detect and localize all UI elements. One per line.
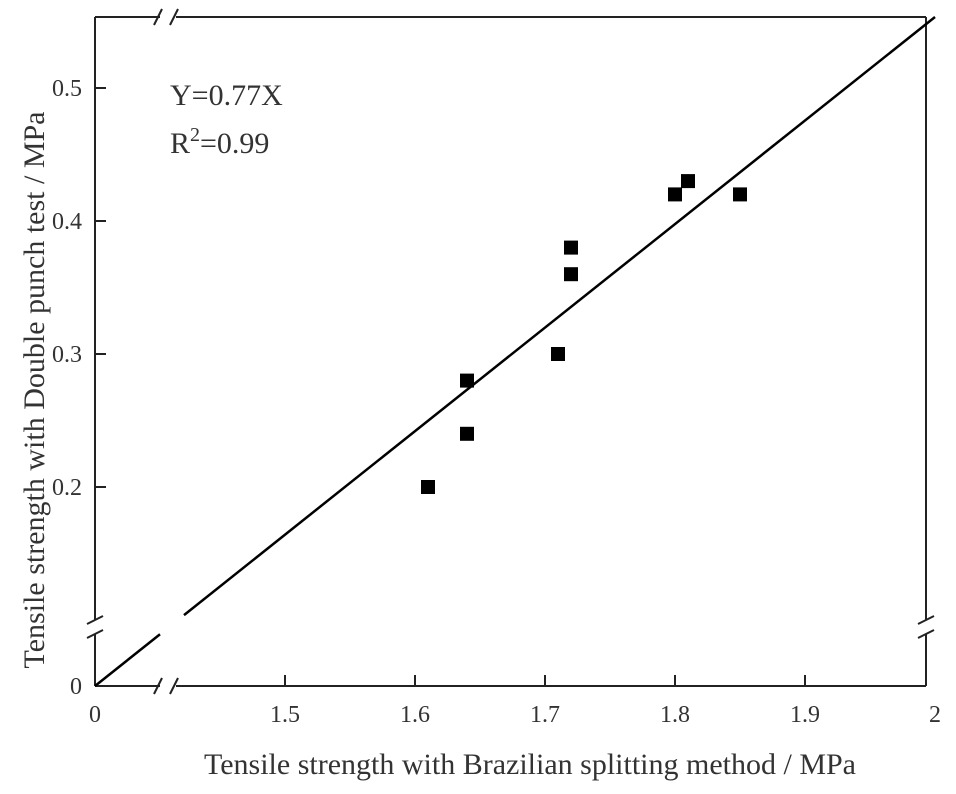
data-point-4 — [551, 347, 565, 361]
data-point-9 — [733, 187, 747, 202]
break-mark-left-1 — [86, 615, 104, 625]
x-tick-label: 1.8 — [660, 702, 690, 728]
equation-label: Y=0.77X — [170, 79, 283, 112]
r-squared-label: R2=0.99 — [170, 124, 269, 160]
x-ticks: 0 1.5 1.6 1.7 1.8 1.9 2 — [89, 675, 941, 728]
break-mark-right-1 — [917, 615, 935, 625]
y-tick-label: 0.5 — [52, 76, 82, 102]
data-point-8 — [681, 174, 695, 189]
y-tick-label: 0.4 — [52, 209, 82, 235]
break-mark-right-2 — [917, 629, 935, 639]
x-tick-label: 1.5 — [270, 702, 300, 728]
data-points — [421, 174, 747, 494]
fit-line-group — [94, 16, 936, 687]
plot-frame — [94, 16, 927, 687]
data-point-7 — [668, 187, 682, 202]
r-squared-superscript: 2 — [190, 124, 200, 146]
x-tick-label: 1.9 — [790, 702, 820, 728]
x-tick-label: 1.7 — [530, 702, 560, 728]
y-tick-label: 0 — [70, 674, 82, 700]
data-point-6 — [564, 240, 578, 255]
data-point-3 — [460, 373, 474, 388]
fit-line-segment-lower — [94, 633, 161, 687]
axis-break-marks — [86, 8, 935, 695]
break-mark-bottom-2 — [169, 677, 179, 695]
r-squared-prefix: R — [170, 127, 190, 160]
break-mark-top-2 — [169, 8, 179, 26]
data-point-5 — [564, 267, 578, 282]
break-mark-bottom-1 — [153, 677, 163, 695]
x-axis-title: Tensile strength with Brazilian splittin… — [204, 748, 856, 781]
y-tick-label: 0.2 — [52, 475, 82, 501]
data-point-2 — [460, 426, 474, 441]
x-tick-label: 0 — [89, 702, 101, 728]
break-mark-left-2 — [86, 629, 104, 639]
fit-line-segment-upper — [183, 16, 936, 617]
y-tick-label: 0.3 — [52, 342, 82, 368]
r-squared-value: =0.99 — [200, 127, 269, 160]
data-point-1 — [421, 480, 435, 494]
y-axis-title: Tensile strength with Double punch test … — [18, 112, 51, 669]
y-ticks: 0 0.2 0.3 0.4 0.5 — [52, 76, 106, 700]
break-mark-top-1 — [153, 8, 163, 26]
x-tick-label: 2 — [929, 702, 941, 728]
x-tick-label: 1.6 — [400, 702, 430, 728]
